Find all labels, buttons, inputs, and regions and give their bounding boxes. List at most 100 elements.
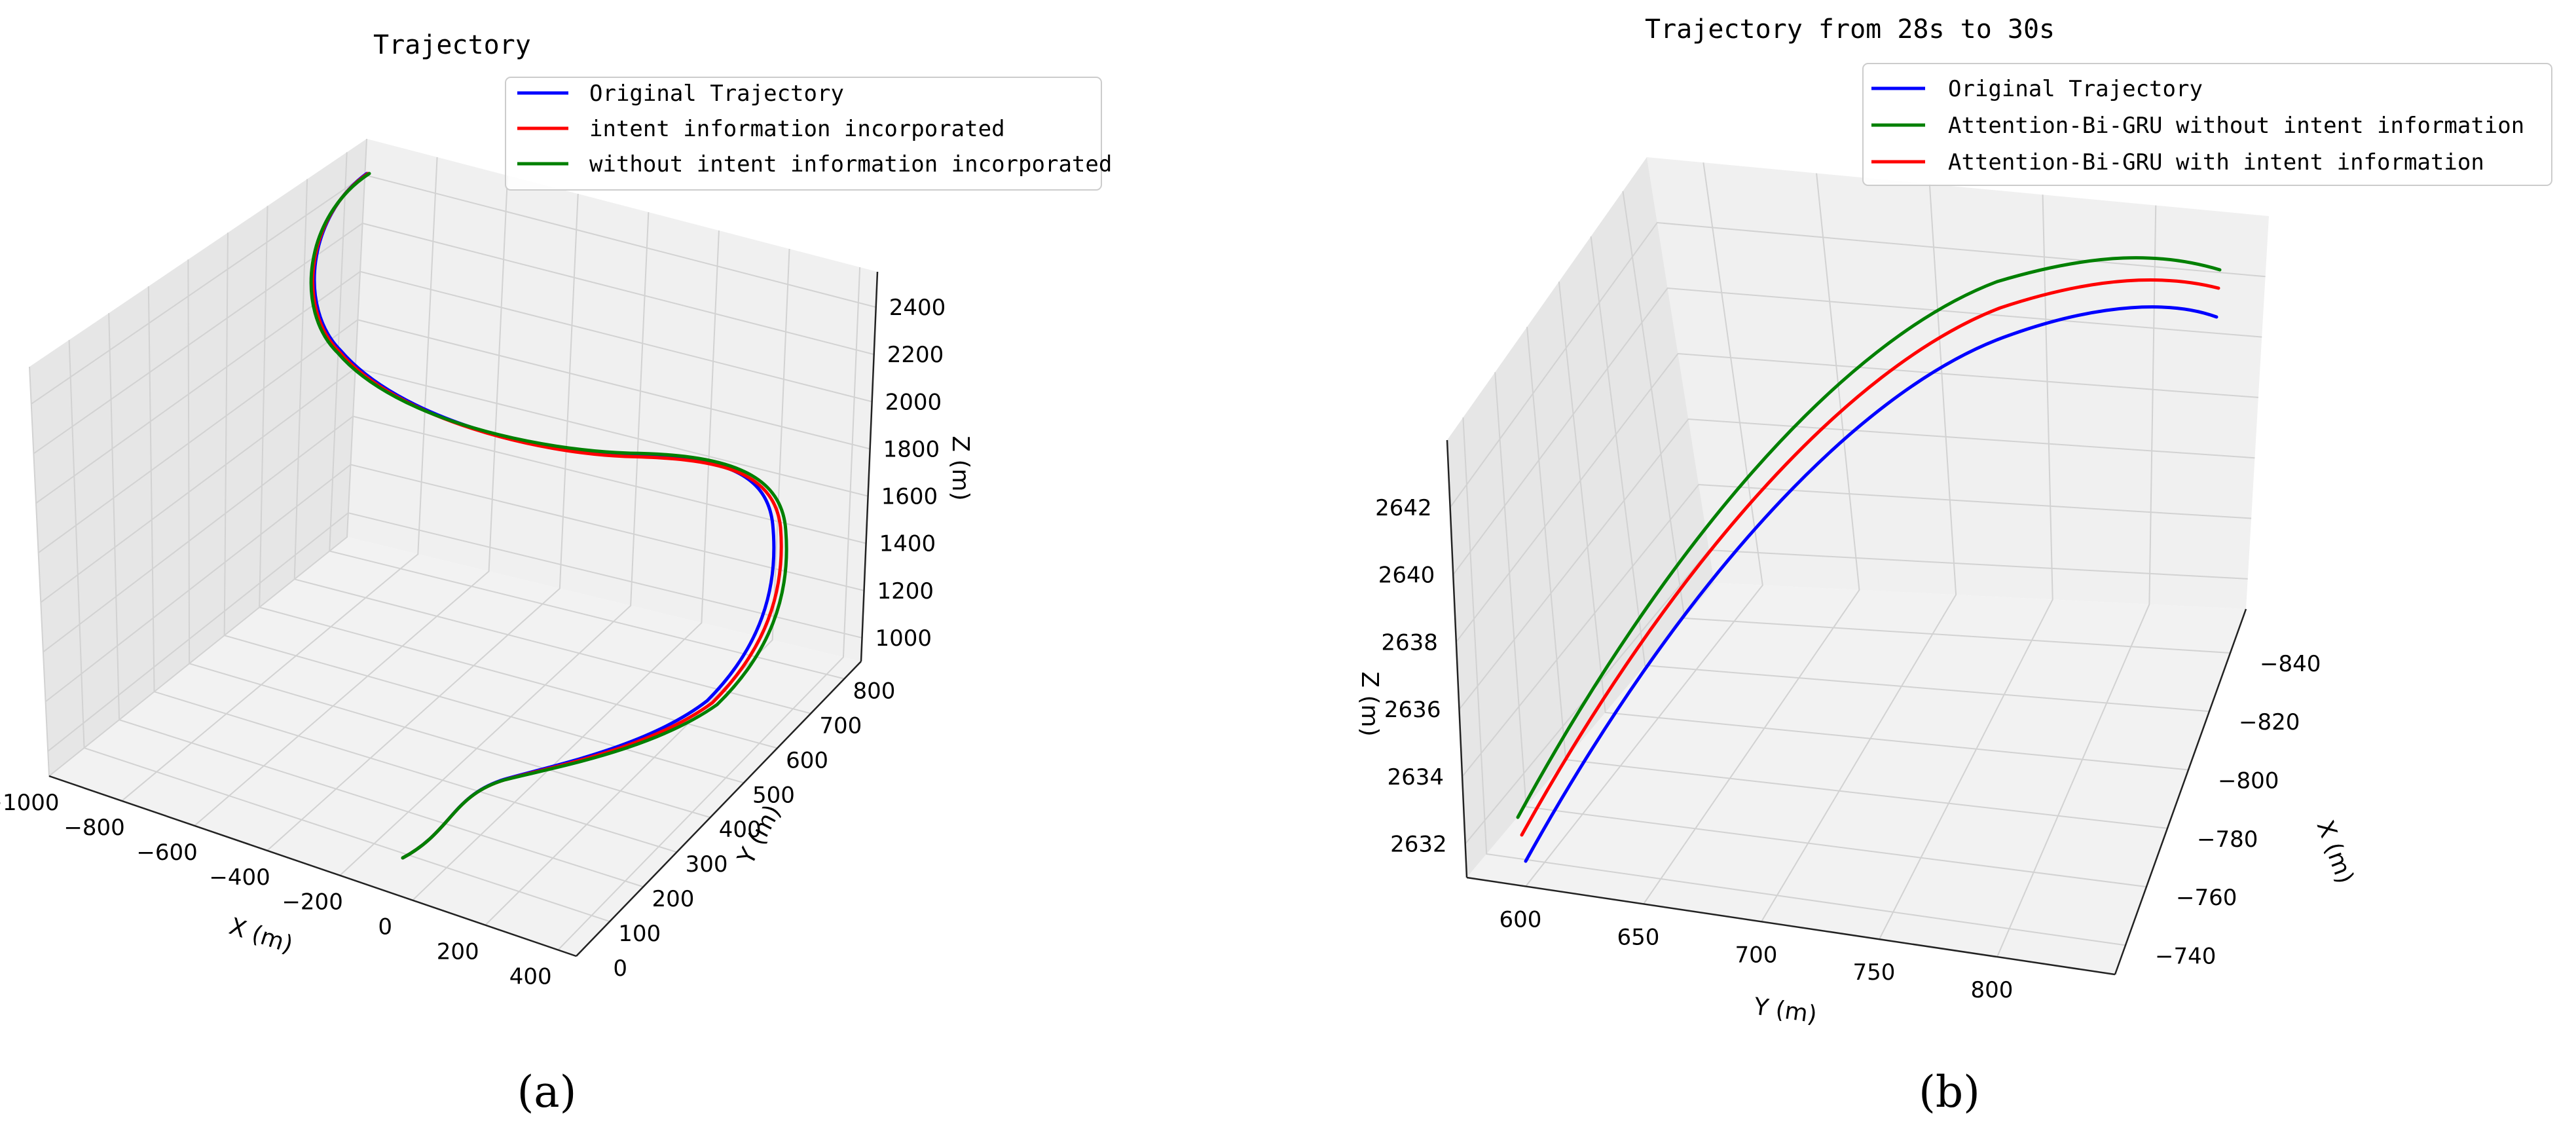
chart-a-back-wall [347,139,877,661]
chart-b-z-gridline [1462,483,2252,777]
chart-b-series [1516,256,2222,863]
chart-a-z-gridline [43,415,866,653]
chart-b-x-gridline [1558,281,2189,771]
chart-a-title: Trajectory [373,30,531,60]
chart-b-title: Trajectory from 28s to 30s [1645,14,2055,45]
chart-a-x-tick-label: 200 [437,939,479,965]
chart-a-x-axis-line [48,775,577,957]
chart-b-x-tick-label: −800 [2218,768,2279,794]
chart-b-y-gridline [1643,173,1860,904]
chart-a-y-tick-label: 100 [618,921,661,947]
chart-b-z-tick-label: 2632 [1390,832,1447,858]
chart-b-y-gridline [1879,195,2053,940]
chart-a-x-tick-label: −600 [136,840,197,866]
chart-a-y-tick-label: 500 [752,782,795,808]
chart-b-y-tick-label: 700 [1735,942,1778,968]
chart-b-trajectory-28-30s: 600 650 700 750 800 −840 −820 −800 −780 −760 −740 2… [1356,14,2552,1117]
chart-b-legend-label: Original Trajectory [1948,76,2203,102]
chart-a-y-tick-label: 800 [853,678,896,704]
chart-b-left-wall [1447,157,1714,878]
chart-b-x-tick-label: −780 [2197,826,2258,853]
chart-a-x-tick-label: −200 [282,889,342,916]
chart-a-z-gridline [33,222,874,454]
chart-a-x-tick-label: −400 [209,864,270,891]
chart-b-panes [1447,157,2269,974]
chart-b-z-gridline [1458,418,2255,710]
chart-b-y-tick-label: 800 [1971,977,2014,1003]
chart-b-z-tick-label: 2642 [1375,495,1432,521]
chart-b-z-tick-label: 2634 [1388,764,1444,790]
chart-a-y-axis-line [576,661,862,957]
chart-a-z-tick-label: 2000 [885,389,942,415]
chart-b-z-axis-line [1446,439,1468,878]
chart-a-floor [49,537,861,956]
chart-b-y-tick-label: 650 [1617,924,1660,950]
chart-b-z-gridline [1449,221,2266,508]
chart-b-z-tick-label: 2638 [1381,629,1438,656]
chart-a-y-tick-label: 200 [652,886,694,912]
chart-a-legend-label: intent information incorporated [589,116,1005,142]
chart-a-legend: Original Trajectory intent information in… [505,77,1112,191]
chart-a-z-tick-label: 2200 [887,342,944,368]
chart-b-axis-lines [1446,439,2247,976]
chart-b-y-axis-line [1466,876,2116,976]
chart-b-y-gridline [1761,183,1957,922]
chart-a-x-tick-label: −1000 [0,790,60,816]
chart-b-z-gridline [1456,352,2258,642]
chart-a-y-tick-label: 700 [819,713,862,739]
chart-a-series-line [309,172,788,860]
chart-b-x-tick-label: −820 [2239,709,2300,735]
chart-b-floor [1467,583,2246,974]
chart-b-x-tick-label: −840 [2260,651,2321,677]
chart-b-y-axis-label: Y (m) [1752,993,1818,1028]
chart-b-series-line [1520,278,2220,837]
chart-a-y-tick-label: 400 [719,817,762,843]
chart-b-x-gridline [1462,417,2126,946]
chart-b-x-gridline [1590,236,2210,713]
chart-b-z-axis-label: Z (m) [1356,671,1383,736]
chart-b-series-line [1516,256,2222,819]
chart-a-z-tick-label: 1200 [877,578,934,604]
chart-a-series [309,172,788,860]
chart-b-y-gridline [1996,205,2157,957]
chart-b-x-tick-label: −760 [2176,885,2237,911]
chart-b-x-gridline [1494,372,2147,888]
chart-a-z-tick-label: 1000 [875,625,932,652]
chart-b-y-tick-label: 750 [1853,959,1896,986]
chart-b-x-axis-line [2114,608,2247,975]
chart-a-z-gridline [47,512,862,752]
chart-b-x-gridline [1622,191,2231,654]
chart-b-tick-labels: 600 650 700 750 800 −840 −820 −800 −780 −760 −740 2… [1375,495,2321,1003]
chart-a-panes [29,139,877,956]
chart-a-legend-label: without intent information incorporated [589,151,1112,177]
chart-a-trajectory: −1000−800 −600 −400 −200 0 200 400 0 100 200 300 40… [0,30,1112,1117]
chart-b-legend-frame [1862,63,2552,186]
chart-b-legend-label: Attention-Bi-GRU with intent information [1948,149,2484,176]
chart-a-y-tick-label: 0 [613,955,627,982]
chart-a-panel-label: (a) [517,1067,577,1117]
chart-a-x-tick-label: 400 [509,964,552,990]
chart-b-z-gridline [1452,287,2262,576]
chart-b-z-tick-label: 2640 [1378,563,1435,589]
chart-b-z-tick-label: 2636 [1384,697,1441,723]
chart-a-y-tick-label: 300 [686,851,728,878]
chart-b-x-axis-label: X (m) [2311,817,2359,887]
chart-b-series-line [1524,305,2218,863]
chart-a-legend-label: Original Trajectory [589,81,844,107]
chart-a-z-tick-label: 2400 [889,295,946,321]
chart-a-x-tick-label: −800 [64,815,124,841]
chart-a-legend-frame [505,77,1102,191]
chart-b-legend: Original Trajectory Attention-Bi-GRU with… [1862,63,2552,186]
chart-a-tick-labels: −1000−800 −600 −400 −200 0 200 400 0 100 200 300 40… [0,295,946,990]
chart-a-y-tick-label: 600 [786,747,828,773]
chart-b-y-gridline [1525,162,1763,887]
chart-b-legend-label: Attention-Bi-GRU without intent informat… [1948,113,2524,139]
chart-a-x-axis-label: X (m) [226,913,296,959]
chart-a-x-tick-label: 0 [378,914,392,940]
chart-b-back-wall [1647,157,2269,609]
chart-a-z-gridline [45,464,864,703]
chart-b-x-tick-label: −740 [2155,943,2216,969]
chart-a-z-tick-label: 1400 [879,531,936,557]
chart-a-z-gridline [38,319,870,553]
